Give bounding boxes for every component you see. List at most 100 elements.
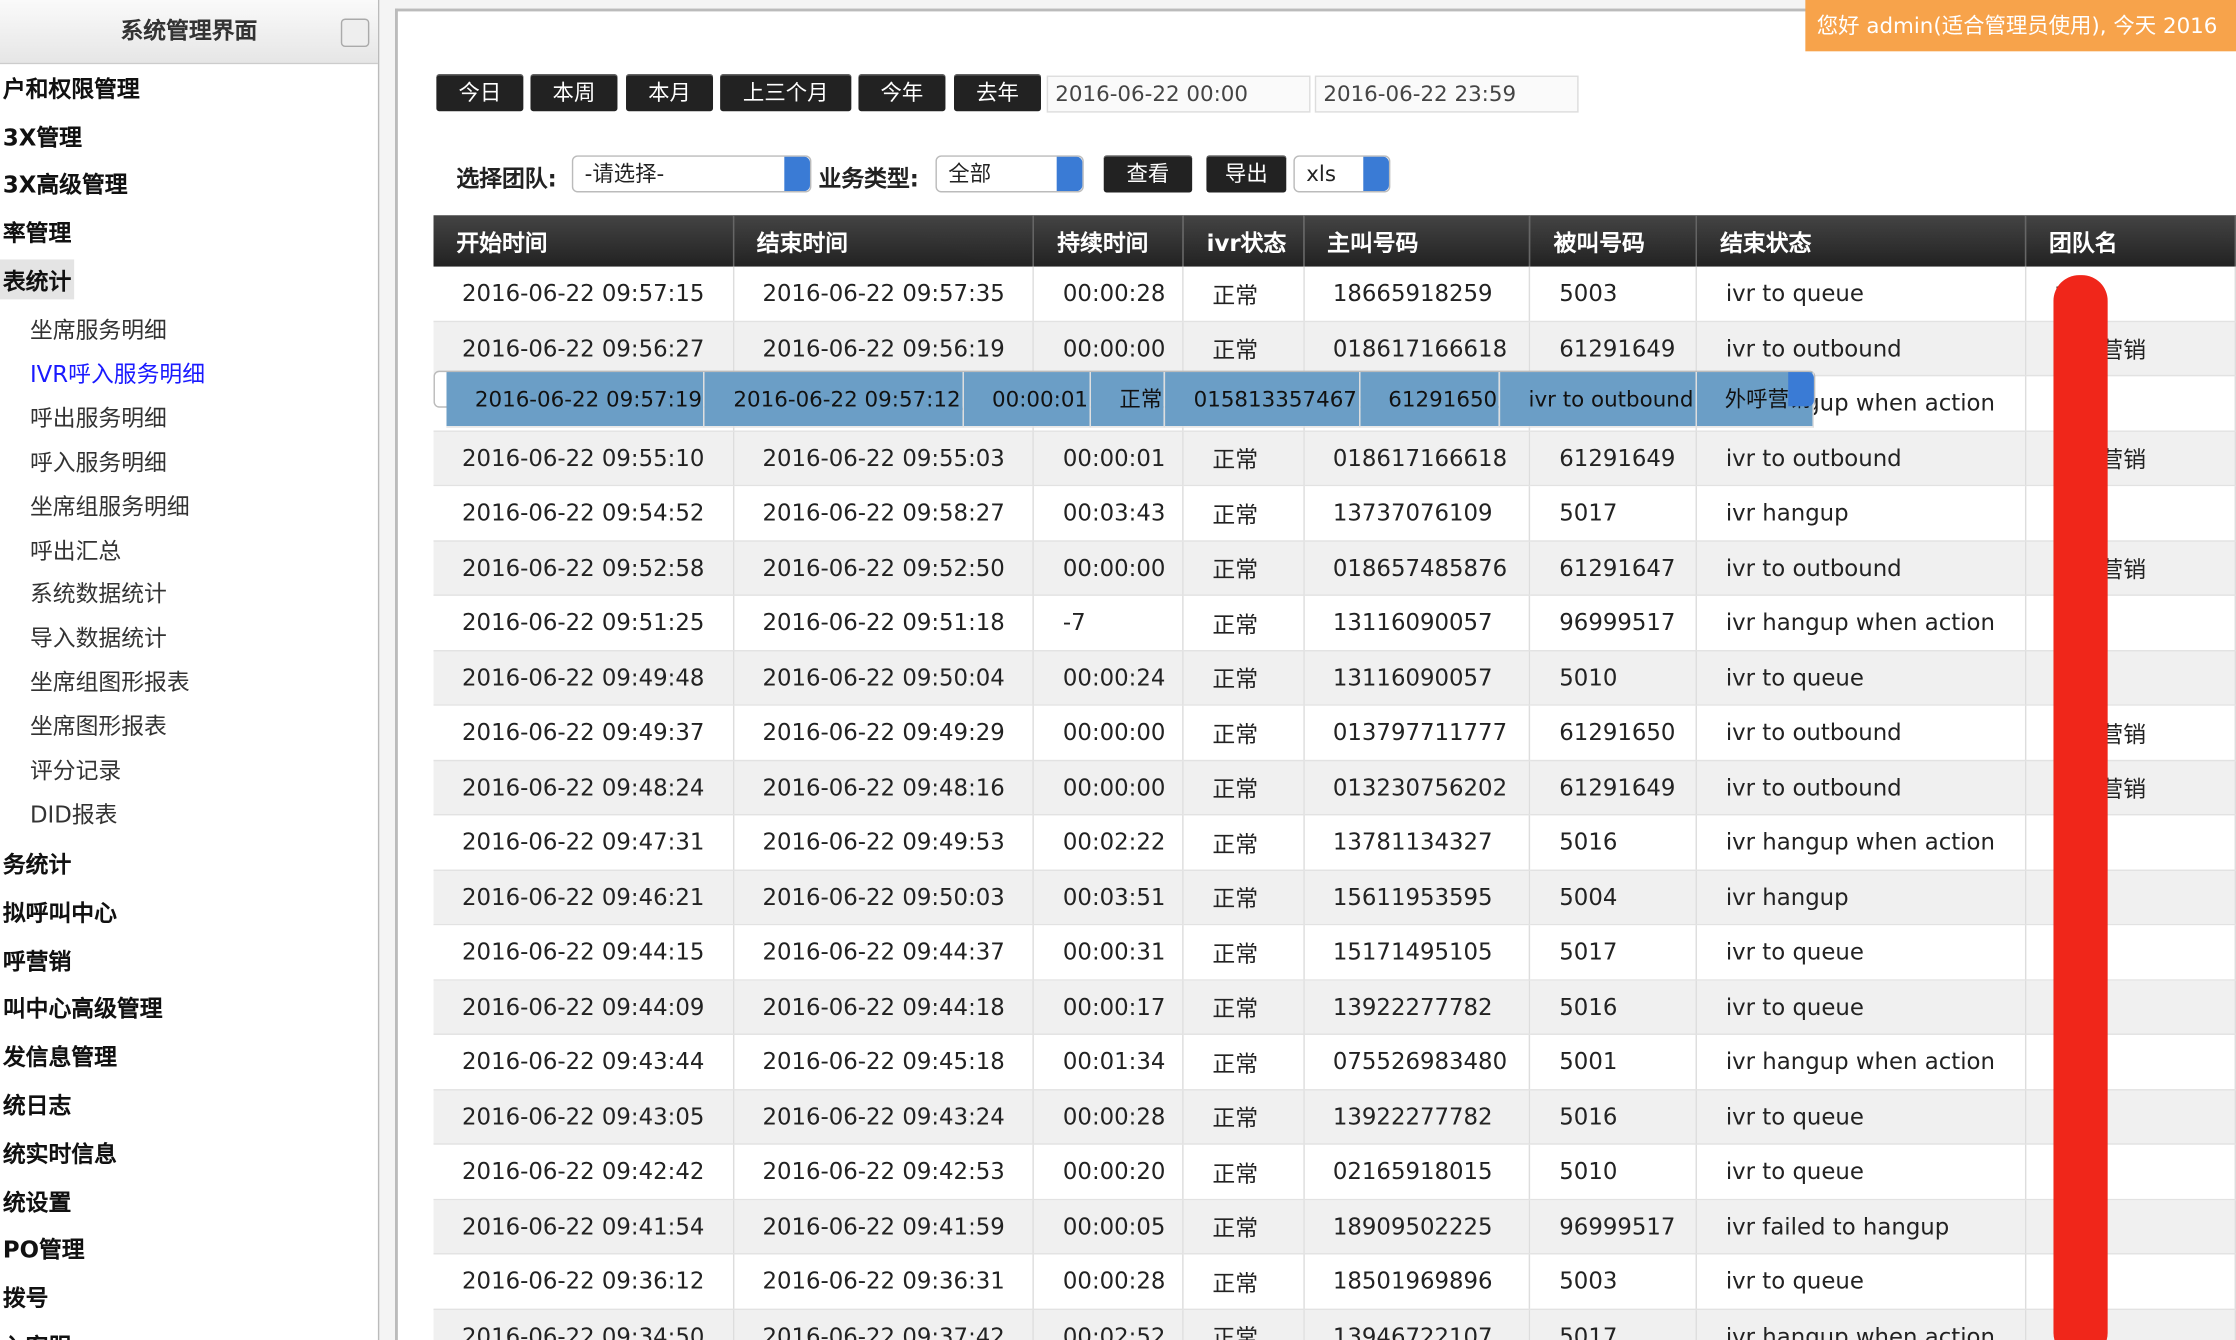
table-row[interactable]: 2016-06-22 09:56:27 2016-06-22 09:56:19 00… <box>433 320 2236 377</box>
menu-item[interactable]: 率管理 <box>2 219 72 247</box>
menu-item[interactable]: 3X高级管理 <box>2 171 128 199</box>
table-cell: 正常 <box>1090 372 1166 427</box>
menu-item[interactable]: 发信息管理 <box>2 1043 117 1071</box>
menu-item[interactable]: 拟呼叫中心 <box>2 899 117 927</box>
table-row[interactable]: 2016-06-22 09:36:12 2016-06-22 09:36:31 00… <box>433 1253 2236 1310</box>
table-cell: 2016-06-22 09:51:25 <box>433 595 734 651</box>
table-cell: 5016 <box>1530 1089 1698 1145</box>
submenu-item[interactable]: 坐席图形报表 <box>29 712 167 740</box>
export-button[interactable]: 导出 <box>1206 155 1287 193</box>
submenu-item[interactable]: IVR呼入服务明细 <box>29 360 206 388</box>
menu-item[interactable]: 务统计 <box>2 851 72 879</box>
menu-item[interactable]: 叫中心高级管理 <box>2 995 163 1023</box>
table-cell: 正常 <box>1183 540 1305 596</box>
menu-item[interactable]: 呼营销 <box>2 947 72 975</box>
submenu-item[interactable]: 评分记录 <box>29 756 122 785</box>
table-row[interactable]: 2016-06-22 09:48:24 2016-06-22 09:48:16 00… <box>433 759 2236 816</box>
menu-item[interactable]: PO管理 <box>2 1236 85 1264</box>
table-cell: 5017 <box>1530 1308 1698 1340</box>
table-cell: 075526983480 <box>1303 1034 1531 1090</box>
submenu-item[interactable]: 呼出服务明细 <box>29 404 167 432</box>
table-cell: 13946722107 <box>1303 1308 1531 1340</box>
table-cell: 13116090057 <box>1303 650 1531 706</box>
menu-item[interactable]: 入客服 <box>0 1324 74 1340</box>
table-cell: ivr to outbound <box>1499 372 1697 427</box>
pin-button[interactable] <box>340 18 370 48</box>
table-cell: 5010 <box>1530 1143 1698 1200</box>
table-cell: 2016-06-22 09:37:42 <box>733 1308 1035 1340</box>
table-row[interactable]: 2016-06-22 09:51:25 2016-06-22 09:51:18 -7… <box>433 595 2236 651</box>
table-cell: ivr hangup <box>1696 485 2027 541</box>
table-cell: 02165918015 <box>1303 1143 1531 1200</box>
table-row[interactable]: 2016-06-22 09:57:19 2016-06-22 09:57:12 00… <box>433 370 1815 427</box>
date-button[interactable]: 去年 <box>954 74 1041 112</box>
table-cell: 61291649 <box>1530 320 1698 377</box>
table-cell: 2016-06-22 09:49:53 <box>733 814 1035 871</box>
date-button[interactable]: 今日 <box>436 74 524 112</box>
submenu-item[interactable]: 坐席服务明细 <box>29 316 167 344</box>
table-cell: 正常 <box>1183 430 1305 487</box>
table-cell: 2016-06-22 09:56:19 <box>733 320 1035 377</box>
table-cell: 2016-06-22 09:46:21 <box>433 869 734 926</box>
table-cell: 15611953595 <box>1303 869 1531 926</box>
table-cell: 00:00:28 <box>1033 1253 1184 1310</box>
table-row[interactable]: 2016-06-22 09:41:54 2016-06-22 09:41:59 00… <box>433 1198 2236 1255</box>
table-row[interactable]: 2016-06-22 09:44:09 2016-06-22 09:44:18 00… <box>433 979 2236 1035</box>
menu-item[interactable]: 3X管理 <box>2 123 82 151</box>
table-cell: 2016-06-22 09:41:54 <box>433 1198 734 1255</box>
table-cell: 00:00:01 <box>962 372 1091 427</box>
table-row[interactable]: 2016-06-22 09:34:50 2016-06-22 09:37:42 00… <box>433 1308 2236 1340</box>
table-cell: 00:03:51 <box>1033 869 1184 926</box>
menu-item[interactable]: 户和权限管理 <box>2 75 140 103</box>
date-button[interactable]: 本月 <box>626 74 714 112</box>
submenu-item[interactable]: 系统数据统计 <box>29 580 167 608</box>
submenu-item[interactable]: 呼出汇总 <box>29 536 122 564</box>
table-cell: 13922277782 <box>1303 979 1531 1035</box>
table-cell: 正常 <box>1183 1143 1305 1200</box>
submenu-item[interactable]: 呼入服务明细 <box>29 448 167 476</box>
type-select[interactable]: 全部 <box>935 155 1084 193</box>
menu-item[interactable]: 拨号 <box>2 1284 49 1312</box>
start-date-input[interactable]: 2016-06-22 00:00 <box>1046 75 1311 113</box>
table-cell: 正常 <box>1183 1253 1305 1310</box>
view-button[interactable]: 查看 <box>1103 155 1193 193</box>
menu-item[interactable]: 表统计 <box>0 259 75 300</box>
date-button[interactable]: 今年 <box>858 74 946 112</box>
table-cell: 00:00:00 <box>1033 704 1184 761</box>
table-row[interactable]: 2016-06-22 09:43:05 2016-06-22 09:43:24 00… <box>433 1089 2236 1145</box>
welcome-banner: 您好 admin(适合管理员使用), 今天 2016 <box>1805 0 2236 52</box>
table-row[interactable]: 2016-06-22 09:49:37 2016-06-22 09:49:29 00… <box>433 704 2236 761</box>
table-row[interactable]: 2016-06-22 09:55:10 2016-06-22 09:55:03 00… <box>433 430 2236 487</box>
table-cell: 61291647 <box>1530 540 1698 596</box>
submenu-item[interactable]: DID报表 <box>29 800 118 829</box>
menu-item[interactable]: 统日志 <box>2 1091 72 1120</box>
type-label: 业务类型: <box>818 165 919 193</box>
table-row[interactable]: 2016-06-22 09:44:15 2016-06-22 09:44:37 00… <box>433 924 2236 981</box>
table-row[interactable]: 2016-06-22 09:54:52 2016-06-22 09:58:27 00… <box>433 485 2236 541</box>
table-row[interactable]: 2016-06-22 09:46:21 2016-06-22 09:50:03 00… <box>433 869 2236 926</box>
table-cell: ivr to queue <box>1696 1253 2027 1310</box>
table-row[interactable]: 2016-06-22 09:57:15 2016-06-22 09:57:35 00… <box>433 266 2236 322</box>
team-select[interactable]: -请选择- <box>571 155 812 193</box>
submenu-item[interactable]: 坐席组服务明细 <box>29 492 190 520</box>
date-button[interactable]: 本周 <box>530 74 618 112</box>
end-date-input[interactable]: 2016-06-22 23:59 <box>1314 75 1579 113</box>
submenu-item[interactable]: 坐席组图形报表 <box>29 668 190 696</box>
table-cell: 正常 <box>1183 1089 1305 1145</box>
table-cell: ivr hangup <box>1696 869 2027 926</box>
table-cell: ivr to queue <box>1696 266 2027 322</box>
table-row[interactable]: 2016-06-22 09:42:42 2016-06-22 09:42:53 00… <box>433 1143 2236 1200</box>
submenu-item[interactable]: 导入数据统计 <box>29 624 167 652</box>
format-select[interactable]: xls <box>1293 155 1391 193</box>
menu-item[interactable]: 统设置 <box>2 1188 72 1216</box>
table-row[interactable]: 2016-06-22 09:47:31 2016-06-22 09:49:53 00… <box>433 814 2236 871</box>
menu-item[interactable]: 统实时信息 <box>2 1140 117 1168</box>
table-row[interactable]: 2016-06-22 09:52:58 2016-06-22 09:52:50 00… <box>433 540 2236 596</box>
table-row[interactable]: 2016-06-22 09:49:48 2016-06-22 09:50:04 00… <box>433 650 2236 706</box>
table-cell: 00:00:20 <box>1033 1143 1184 1200</box>
table-row[interactable]: 2016-06-22 09:43:44 2016-06-22 09:45:18 00… <box>433 1034 2236 1090</box>
table-cell: 正常 <box>1183 485 1305 541</box>
date-button[interactable]: 上三个月 <box>720 74 852 112</box>
table-cell: ivr to queue <box>1696 650 2027 706</box>
data-table: 开始时间 结束时间 持续时间 ivr状态 主叫号码 被叫号码 结束状态 团队名 2016-06-… <box>433 215 2236 1340</box>
